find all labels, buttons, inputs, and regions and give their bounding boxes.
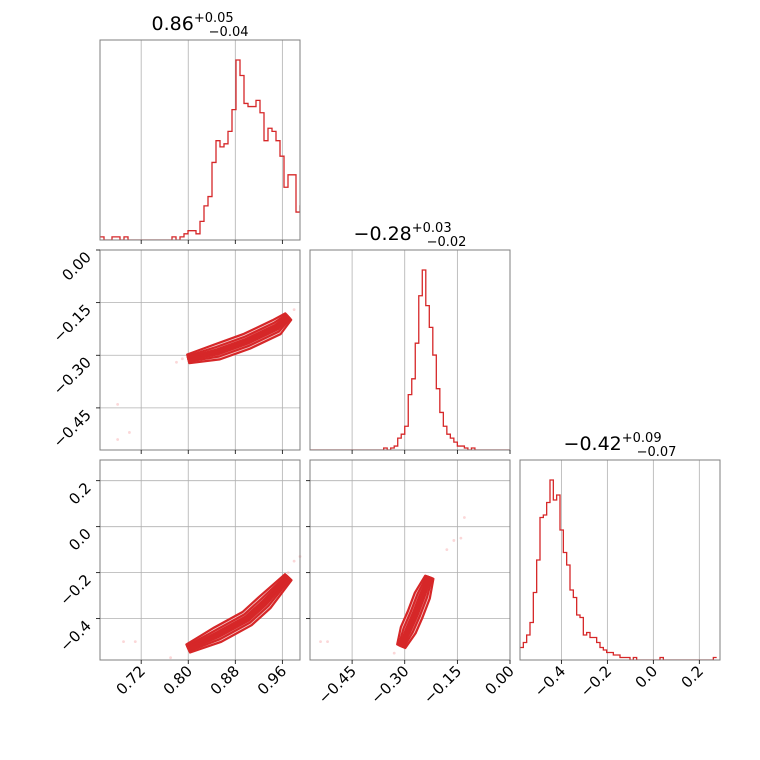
scatter-2-0-xtick-label: 0.80 [160,662,196,698]
scatter-1-0-frame [99,249,301,451]
panel-hist-1 [309,249,511,454]
scatter-1-0-sample-point [128,431,131,434]
scatter-2-0-ytick-label: −0.4 [56,617,94,655]
panel-hist-0 [99,39,301,244]
title-hist-2-minus: −0.07 [637,445,677,460]
title-hist-2-plus: +0.09 [622,431,662,446]
scatter-1-0-sample-point [175,360,178,364]
hist-0-frame [99,39,301,241]
scatter-1-0-sample-point [116,438,120,441]
hist-2-frame [519,459,721,661]
scatter-2-0-ytick-label: −0.2 [56,571,94,609]
hist-1-histogram [310,269,510,450]
scatter-1-0-contour-inner [186,314,291,362]
scatter-2-1-sample-point [392,651,396,655]
scatter-2-1-sample-point [326,640,329,644]
scatter-1-0-ytick-label: −0.45 [50,406,95,451]
scatter-2-1-xtick-label: −0.45 [315,662,360,707]
scatter-2-1-xtick-label: −0.30 [367,662,412,707]
title-hist-0-plus: +0.05 [194,11,234,26]
hist-0-histogram [100,59,300,240]
scatter-2-0-frame [99,459,301,661]
hist-2-xtick-label: 0.2 [678,662,708,692]
scatter-2-0-sample-point [169,656,172,660]
panel-scatter-1-0: 0.00 −0.15 −0.30 −0.45 [50,248,301,454]
scatter-2-0-ytick-label: 0.2 [65,479,95,509]
title-hist-1-minus: −0.02 [427,235,467,250]
title-hist-0-value: 0.86 [152,13,194,35]
scatter-2-1-xtick-label: −0.15 [420,662,465,707]
hist-1-frame [309,249,511,451]
scatter-2-1-sample-point [452,539,456,542]
scatter-2-0-xtick-label: 0.72 [113,662,149,698]
title-hist-2: −0.42+0.09 −0.07 [564,431,677,460]
hist-2-xtick-label: 0.0 [632,662,662,692]
scatter-2-0-contour-inner [186,575,291,651]
scatter-2-0-xtick-label: 0.96 [254,662,290,698]
scatter-1-0-sample-point [292,308,296,312]
scatter-2-1-sample-point [462,516,466,519]
title-hist-1-value: −0.28 [354,223,412,245]
scatter-2-1-sample-point [459,536,463,540]
panel-scatter-2-0: 0.72 0.80 0.88 0.96 0.2 0.0 −0.2 −0.4 [56,459,302,698]
scatter-2-0-sample-point [122,640,125,644]
title-hist-1: −0.28+0.03 −0.02 [354,221,467,250]
scatter-2-0-ytick-label: 0.0 [65,525,95,555]
scatter-2-0-contour-mid [186,574,292,653]
hist-2-xtick-label: −0.4 [531,662,569,700]
scatter-2-1-sample-point [445,548,449,552]
scatter-1-0-sample-point [116,402,120,406]
scatter-1-0-ytick-label: 0.00 [58,248,94,284]
panel-scatter-2-1: −0.45 −0.30 −0.15 0.00 [306,459,518,707]
scatter-2-1-xtick-label: 0.00 [481,662,517,698]
title-hist-2-value: −0.42 [564,433,622,455]
hist-2-xtick-label: −0.2 [577,662,615,700]
scatter-1-0-ytick-label: −0.30 [50,353,95,398]
scatter-2-1-contour-inner [398,575,432,648]
panel-hist-2: −0.4 −0.2 0.0 0.2 [519,459,721,701]
title-hist-0: 0.86+0.05 −0.04 [152,11,249,40]
scatter-1-0-sample-point [180,357,184,361]
scatter-2-1-sample-point [319,640,322,644]
scatter-2-1-frame [309,459,511,661]
scatter-2-0-sample-point [133,640,137,644]
scatter-1-0-ytick-label: −0.15 [50,301,95,346]
scatter-2-0-sample-point [286,571,290,575]
hist-2-histogram [520,479,717,660]
scatter-2-0-xtick-label: 0.88 [207,662,243,698]
title-hist-1-plus: +0.03 [412,221,452,236]
scatter-2-0-sample-point [292,559,296,563]
title-hist-0-minus: −0.04 [209,25,249,40]
